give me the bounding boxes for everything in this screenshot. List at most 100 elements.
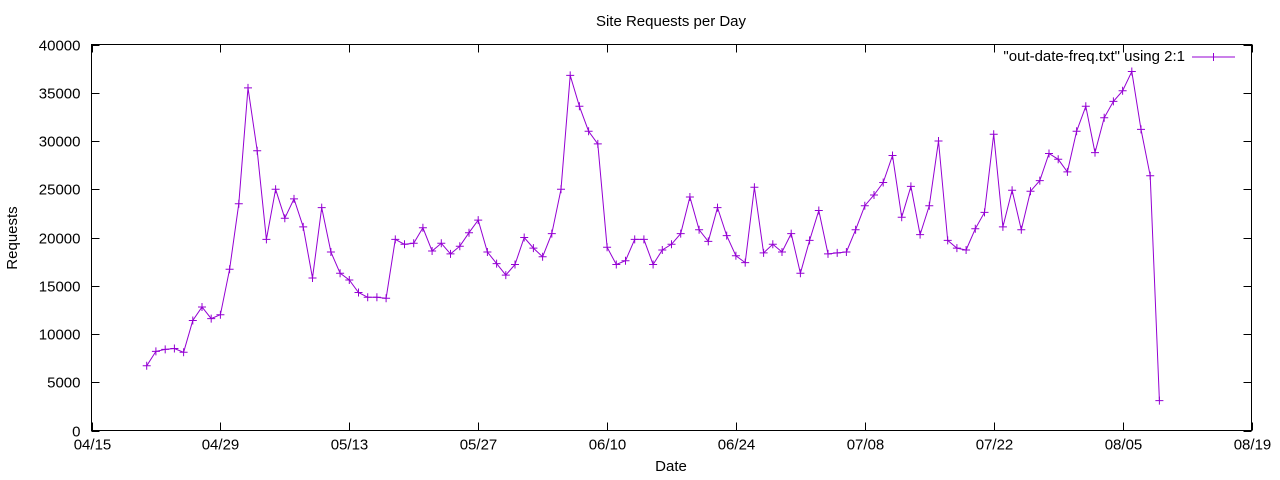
data-point — [455, 242, 464, 251]
data-point — [179, 348, 188, 357]
data-point — [906, 182, 915, 191]
data-point — [685, 193, 694, 201]
data-point — [188, 316, 197, 325]
data-point — [989, 130, 998, 139]
data-point — [851, 225, 860, 234]
x-tick-label: 06/24 — [718, 437, 756, 454]
data-point — [897, 213, 906, 222]
series-layer — [142, 67, 1164, 405]
data-point — [1137, 125, 1145, 134]
x-tick-label: 05/13 — [331, 437, 369, 454]
data-point — [658, 246, 667, 254]
data-point — [1146, 171, 1155, 180]
data-point — [879, 178, 888, 187]
data-point — [1035, 176, 1044, 185]
data-point — [142, 361, 151, 370]
data-point — [1118, 86, 1127, 95]
data-point — [326, 248, 335, 256]
data-point — [198, 303, 206, 311]
data-point — [520, 233, 529, 242]
data-point — [768, 240, 777, 249]
data-point — [1017, 225, 1026, 234]
y-tick-label: 35000 — [39, 86, 81, 103]
data-point — [1008, 186, 1017, 195]
series-line — [146, 69, 1160, 401]
x-tick-label: 05/27 — [460, 437, 498, 454]
data-point — [492, 259, 501, 268]
data-point — [1054, 155, 1063, 164]
x-tick-label: 08/05 — [1105, 437, 1143, 454]
data-point — [290, 194, 298, 203]
data-point — [1155, 396, 1164, 405]
data-point — [474, 216, 483, 225]
data-point — [1045, 149, 1053, 158]
data-point — [465, 228, 473, 237]
data-point — [778, 248, 786, 256]
data-point — [557, 185, 565, 194]
data-point — [750, 183, 759, 192]
data-point — [529, 244, 538, 253]
plot-frame — [91, 44, 1252, 431]
data-point — [299, 222, 308, 231]
data-point — [639, 235, 648, 244]
data-point — [796, 269, 805, 278]
data-point — [925, 201, 934, 210]
data-point — [566, 71, 575, 80]
data-point — [372, 293, 381, 302]
data-point — [446, 249, 455, 258]
data-point — [962, 246, 971, 254]
data-point — [538, 252, 547, 261]
data-point — [345, 276, 354, 284]
y-tick-label: 0 — [72, 424, 80, 441]
x-tick-label: 04/15 — [74, 437, 112, 454]
data-point — [741, 258, 750, 267]
data-point — [980, 208, 989, 217]
data-point — [225, 265, 234, 274]
data-point — [998, 222, 1007, 231]
x-tick-label: 06/10 — [589, 437, 627, 454]
data-point — [1072, 127, 1081, 136]
data-point — [814, 206, 823, 215]
data-point — [722, 231, 731, 240]
data-point — [952, 244, 961, 253]
x-tick-label: 07/08 — [847, 437, 885, 454]
data-point — [824, 249, 832, 258]
data-point — [805, 236, 814, 245]
y-tick-label: 30000 — [39, 134, 81, 151]
data-point — [400, 240, 409, 249]
data-point — [1109, 97, 1118, 106]
data-point — [354, 288, 363, 297]
data-point — [612, 260, 621, 269]
data-point — [630, 235, 639, 244]
legend: "out-date-freq.txt" using 2:1 — [1003, 48, 1235, 65]
data-point — [667, 240, 676, 249]
data-point — [382, 294, 391, 303]
data-point — [161, 345, 170, 354]
plot-axes: 0 5000 10000 15000 20000 25000 30000 35000 40000… — [39, 38, 1271, 454]
data-point — [336, 269, 345, 278]
data-point — [216, 310, 225, 319]
data-point — [971, 224, 980, 233]
data-point — [1026, 187, 1035, 196]
data-point — [870, 191, 878, 199]
data-point — [151, 347, 160, 356]
data-point — [833, 248, 842, 257]
y-tick-label: 10000 — [39, 327, 81, 344]
data-point — [1091, 148, 1099, 157]
data-point — [934, 137, 943, 145]
chart-title: Site Requests per Day — [596, 13, 747, 30]
data-point — [603, 243, 612, 252]
data-point — [501, 271, 510, 280]
data-point — [418, 223, 427, 232]
data-point — [860, 201, 869, 210]
data-point — [593, 139, 602, 148]
data-point — [943, 236, 952, 245]
data-point — [234, 199, 243, 208]
data-point — [1100, 113, 1109, 122]
data-point — [704, 237, 713, 246]
data-point — [428, 247, 437, 255]
data-point — [787, 229, 796, 238]
data-point — [262, 235, 271, 244]
y-tick-label: 25000 — [39, 182, 81, 199]
data-point — [547, 229, 556, 238]
